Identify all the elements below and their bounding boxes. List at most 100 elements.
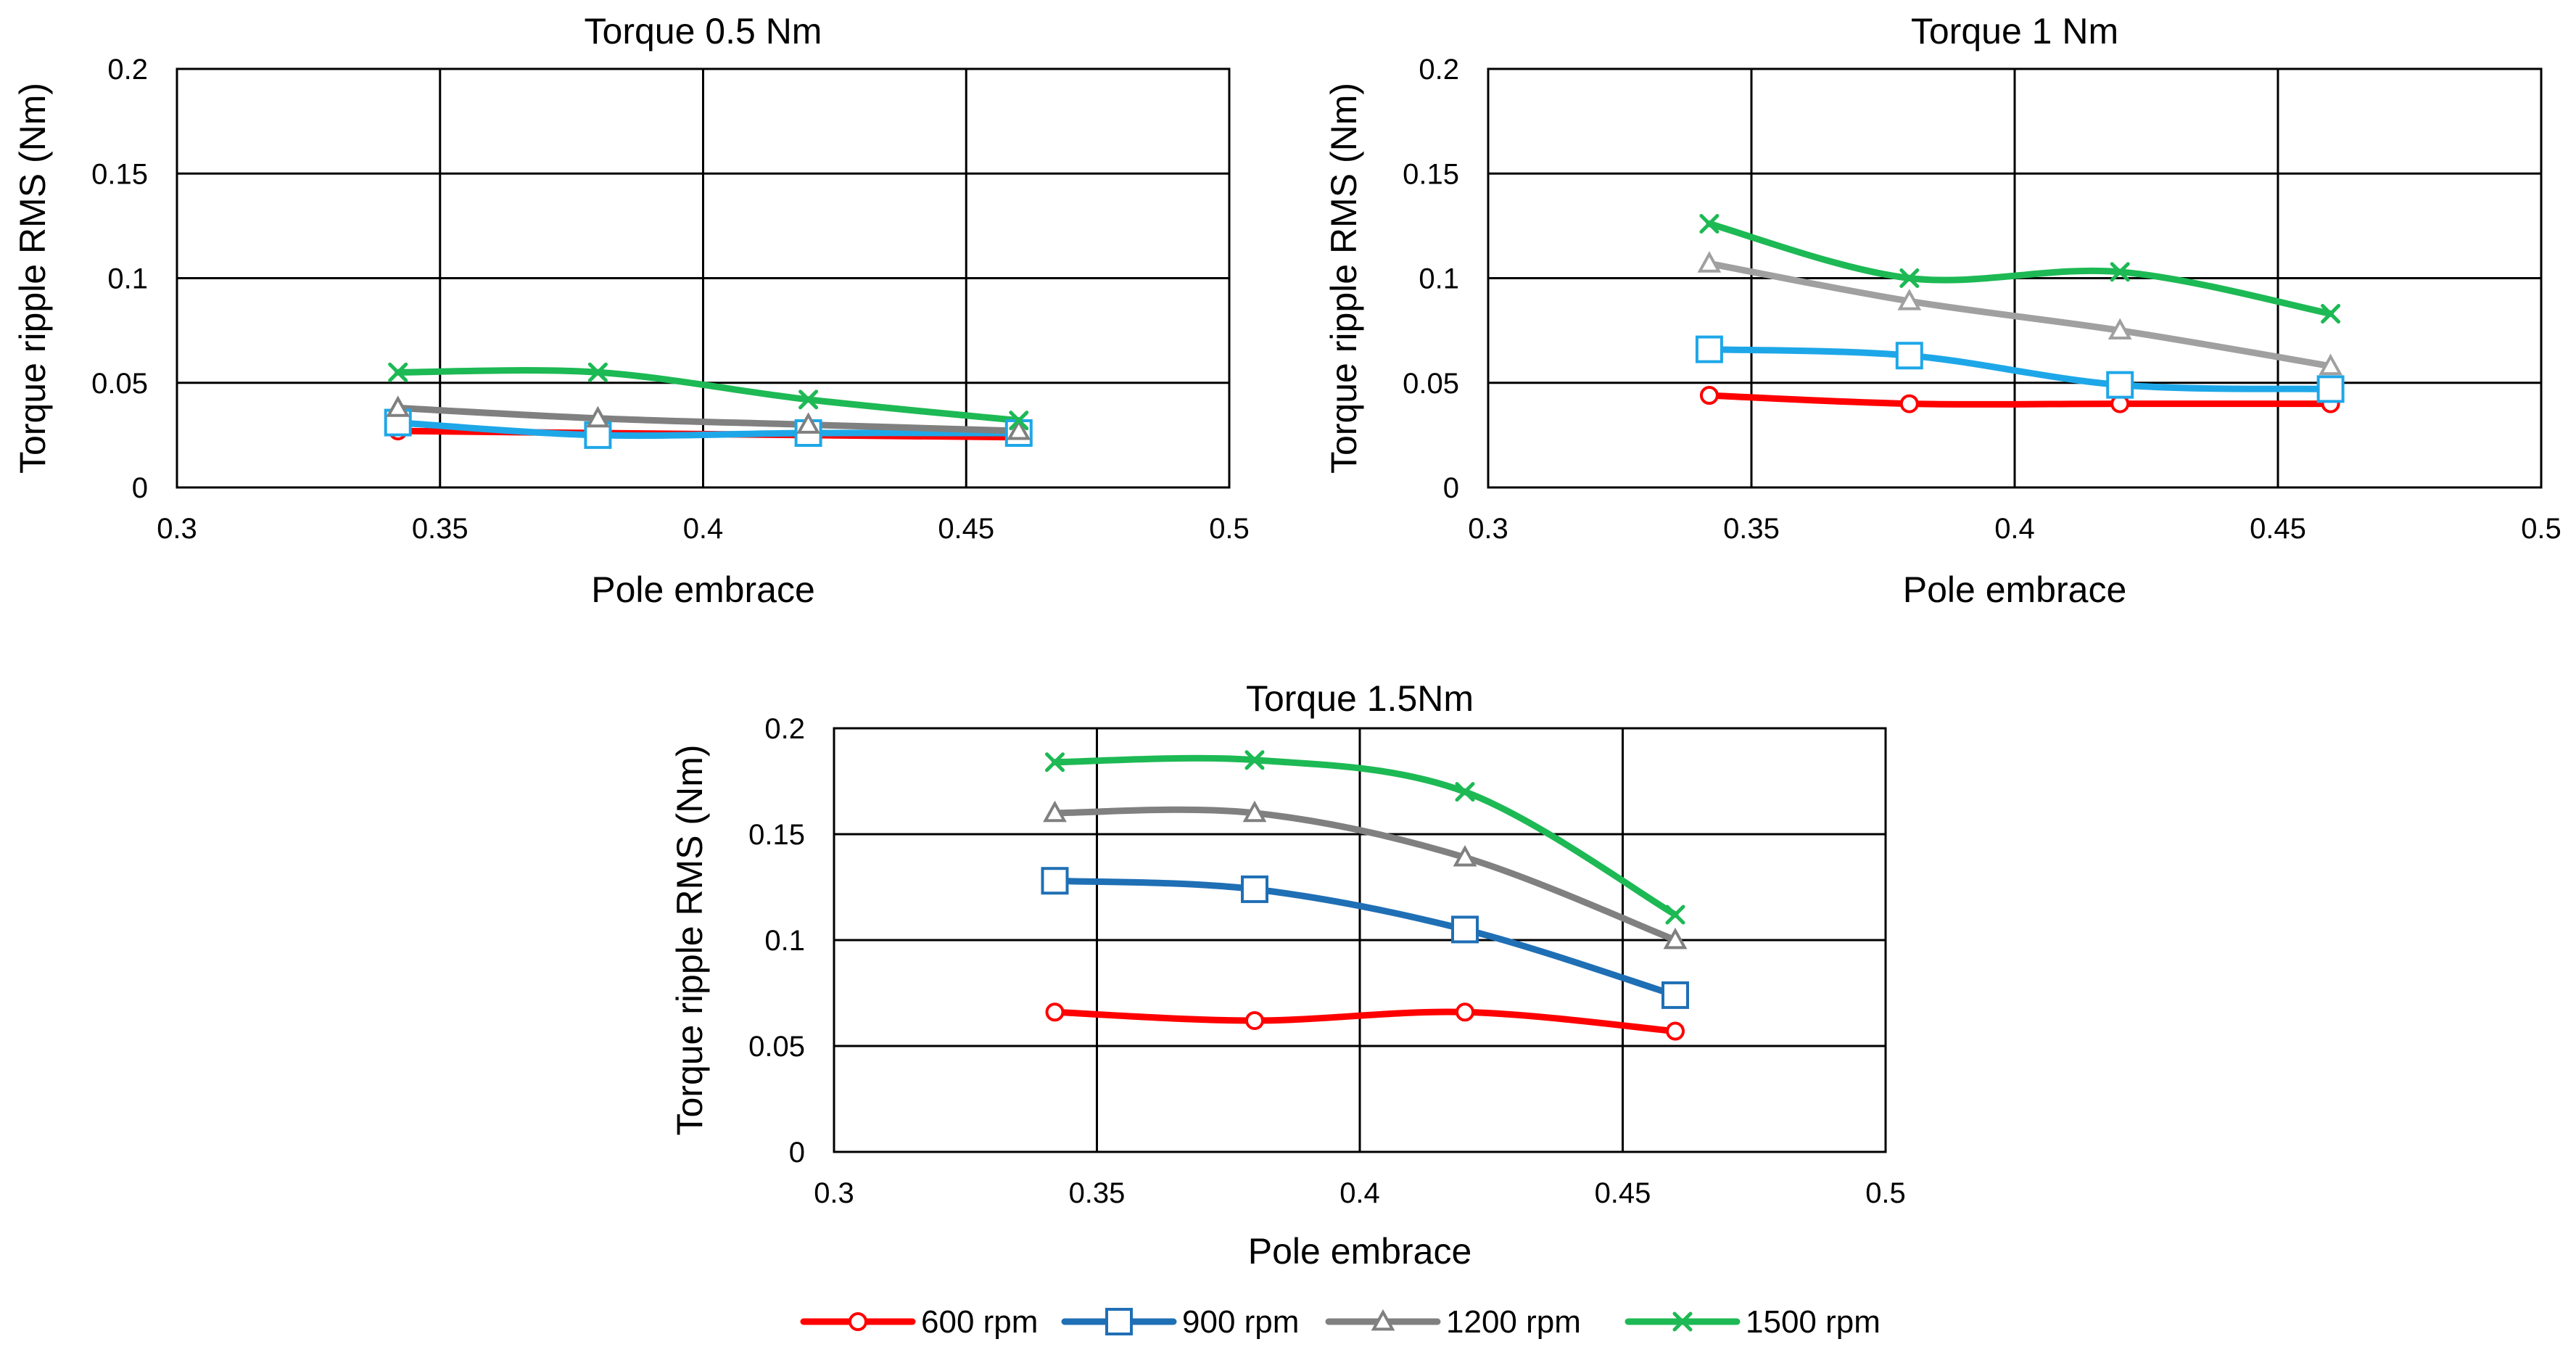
legend-marker (1105, 1308, 1133, 1335)
data-point (1453, 845, 1477, 867)
x-tick-label: 0.4 (683, 513, 724, 545)
y-tick-label: 0.15 (91, 158, 148, 190)
y-tick-label: 0.1 (1419, 263, 1459, 295)
y-tick-label: 0.1 (107, 263, 148, 295)
data-point (1895, 342, 1923, 370)
data-point (1897, 289, 1922, 310)
x-tick-label: 0.35 (1723, 513, 1780, 545)
y-tick-label: 0.1 (764, 925, 805, 957)
data-point (1241, 875, 1268, 903)
x-tick-label: 0.35 (1069, 1177, 1126, 1209)
y-tick-label: 0 (132, 472, 148, 504)
y-tick-label: 0.2 (764, 713, 805, 745)
chart-title: Torque 1 Nm (1911, 11, 2118, 52)
x-tick-label: 0.45 (938, 513, 994, 545)
data-point (1009, 411, 1029, 431)
series-line-600-rpm (1706, 392, 2334, 408)
chart-2: 0 0.05 0.1 0.15 0.2 0.3 0.35 0.4 0.45 0.5 Torque 1… (1324, 11, 2561, 610)
data-point (1695, 335, 1723, 363)
data-point (1665, 905, 1685, 925)
data-point (796, 412, 820, 434)
data-point (1244, 750, 1265, 770)
legend-item: 900 rpm (1061, 1304, 1299, 1340)
x-tick-label: 0.3 (1468, 513, 1508, 545)
data-point (587, 362, 608, 382)
data-point (1045, 752, 1065, 773)
y-tick-label: 0.05 (91, 368, 148, 400)
legend-marker (1672, 1311, 1693, 1332)
y-axis-title: Torque ripple RMS (Nm) (669, 744, 710, 1135)
x-tick-label: 0.45 (1595, 1177, 1651, 1209)
data-point (386, 395, 410, 417)
y-tick-label: 0.05 (748, 1031, 805, 1063)
data-point (586, 405, 610, 428)
legend-label: 600 rpm (921, 1304, 1038, 1340)
series-line-900-rpm (1706, 346, 2334, 392)
legend-item: 1200 rpm (1325, 1304, 1581, 1340)
y-tick-label: 0.05 (1403, 368, 1459, 400)
y-tick-label: 0 (1443, 472, 1459, 504)
data-point (388, 362, 408, 382)
series-line-1200-rpm (1706, 260, 2334, 370)
data-point (1245, 1010, 1264, 1030)
data-point (2319, 353, 2342, 376)
x-tick-label: 0.4 (1994, 513, 2035, 545)
data-point (2106, 371, 2134, 399)
x-tick-label: 0.45 (2250, 513, 2306, 545)
y-tick-label: 0.2 (107, 54, 148, 86)
legend-label: 900 rpm (1182, 1304, 1299, 1340)
legend: 600 rpm 900 rpm 1200 rpm 1500 rpm (800, 1304, 1881, 1340)
series-line-600-rpm (1052, 1008, 1679, 1035)
chart-1: 0 0.05 0.1 0.15 0.2 0.3 0.35 0.4 0.45 0.5 Torque 0… (12, 11, 1250, 610)
legend-label: 1500 rpm (1746, 1304, 1881, 1340)
data-point (798, 390, 819, 410)
y-axis-title: Torque ripple RMS (Nm) (12, 83, 53, 474)
x-tick-label: 0.3 (157, 513, 197, 545)
x-tick-label: 0.3 (814, 1177, 854, 1209)
data-point (1043, 800, 1067, 823)
y-axis-title: Torque ripple RMS (Nm) (1324, 83, 1364, 474)
data-point (1455, 782, 1475, 802)
plot-area (833, 727, 1887, 1153)
plot-area (176, 67, 1231, 489)
plot-area (1487, 67, 2543, 489)
data-point (1697, 251, 1722, 273)
y-tick-label: 0.2 (1419, 54, 1459, 86)
legend-item: 1500 rpm (1625, 1304, 1881, 1340)
chart-title: Torque 0.5 Nm (585, 11, 822, 52)
x-tick-label: 0.5 (1865, 1177, 1906, 1209)
data-point (1041, 867, 1069, 895)
data-point (1899, 394, 1919, 413)
x-axis-title: Pole embrace (1248, 1231, 1472, 1272)
series-line-900-rpm (1052, 877, 1679, 999)
y-tick-label: 0.15 (748, 819, 805, 851)
legend-marker (849, 1312, 867, 1331)
series-line-900-rpm (395, 419, 1023, 440)
legend-label: 1200 rpm (1446, 1304, 1581, 1340)
data-point (1666, 1021, 1685, 1041)
y-tick-label: 0.15 (1403, 158, 1459, 190)
data-point (1242, 800, 1267, 823)
data-point (2110, 262, 2130, 282)
chart-title: Torque 1.5Nm (1246, 678, 1474, 719)
x-axis-title: Pole embrace (591, 569, 815, 610)
data-point (1699, 213, 1720, 234)
legend-marker (1371, 1309, 1395, 1331)
series-line-1200-rpm (395, 404, 1023, 434)
legend-item: 600 rpm (800, 1304, 1038, 1340)
chart-3: 0 0.05 0.1 0.15 0.2 0.3 0.35 0.4 0.45 0.5 Torque 1… (669, 678, 1906, 1272)
data-point (1007, 418, 1031, 440)
data-point (1456, 1002, 1474, 1022)
x-axis-title: Pole embrace (1903, 569, 2127, 610)
x-tick-label: 0.4 (1339, 1177, 1380, 1209)
data-point (1663, 927, 1688, 950)
x-tick-label: 0.5 (1209, 513, 1250, 545)
x-tick-label: 0.5 (2521, 513, 2561, 545)
series-line-1500-rpm (395, 367, 1023, 424)
data-point (1045, 1002, 1065, 1022)
data-point (2321, 304, 2341, 324)
series-line-1500-rpm (1706, 221, 2334, 317)
data-point (1451, 915, 1479, 944)
series-line-1200-rpm (1052, 806, 1679, 944)
